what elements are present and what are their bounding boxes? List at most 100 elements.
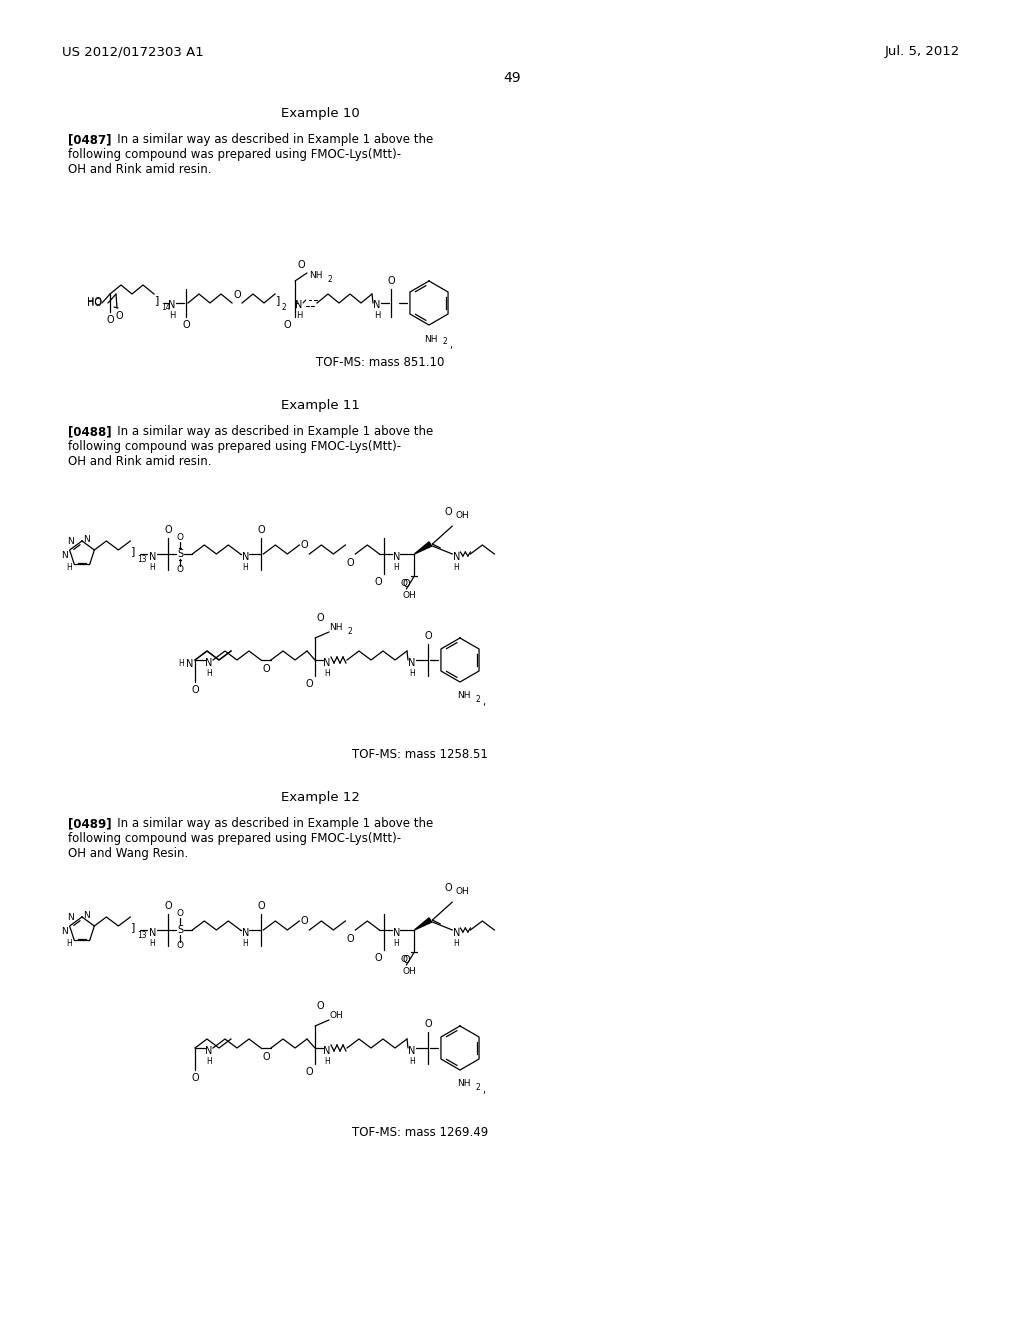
Text: ,: ,: [482, 1085, 485, 1096]
Text: O: O: [191, 685, 199, 696]
Text: N: N: [242, 928, 249, 939]
Text: O: O: [177, 565, 184, 574]
Text: O: O: [262, 664, 269, 675]
Text: N: N: [453, 552, 460, 562]
Text: O: O: [424, 1019, 432, 1030]
Text: US 2012/0172303 A1: US 2012/0172303 A1: [62, 45, 204, 58]
Text: H: H: [325, 1056, 330, 1065]
Text: ]: ]: [131, 546, 136, 556]
Text: NH: NH: [309, 271, 323, 280]
Text: O: O: [305, 678, 312, 689]
Text: TOF-MS: mass 851.10: TOF-MS: mass 851.10: [315, 355, 444, 368]
Text: 2: 2: [282, 304, 287, 313]
Text: Example 11: Example 11: [281, 400, 359, 412]
Text: In a similar way as described in Example 1 above the: In a similar way as described in Example…: [106, 425, 433, 438]
Text: N: N: [392, 928, 400, 939]
Text: [0489]: [0489]: [68, 817, 112, 830]
Text: N: N: [409, 1045, 416, 1056]
Text: OH and Rink amid resin.: OH and Rink amid resin.: [68, 162, 212, 176]
Text: O: O: [165, 525, 172, 535]
Text: O: O: [177, 941, 184, 950]
Text: NH: NH: [329, 623, 342, 632]
Text: O: O: [375, 953, 382, 964]
Text: H: H: [410, 1056, 415, 1065]
Text: following compound was prepared using FMOC-Lys(Mtt)-: following compound was prepared using FM…: [68, 832, 401, 845]
Text: 2: 2: [475, 1082, 480, 1092]
Text: OH and Rink amid resin.: OH and Rink amid resin.: [68, 455, 212, 469]
Text: ]: ]: [276, 294, 281, 305]
Text: S: S: [177, 925, 183, 935]
Text: following compound was prepared using FMOC-Lys(Mtt)-: following compound was prepared using FM…: [68, 440, 401, 453]
Text: O: O: [375, 577, 382, 587]
Text: N: N: [324, 1045, 331, 1056]
Text: N: N: [409, 657, 416, 668]
Text: H: H: [178, 660, 184, 668]
Text: O: O: [233, 290, 241, 300]
Text: O: O: [444, 883, 453, 894]
Text: OH: OH: [402, 968, 416, 977]
Text: H: H: [67, 940, 72, 949]
Text: In a similar way as described in Example 1 above the: In a similar way as described in Example…: [106, 133, 433, 147]
Text: [0488]: [0488]: [68, 425, 112, 438]
Text: N: N: [148, 552, 156, 562]
Text: ]: ]: [131, 921, 136, 932]
Text: HO: HO: [87, 297, 102, 308]
Text: O: O: [316, 612, 324, 623]
Text: OH: OH: [456, 887, 469, 896]
Text: N: N: [148, 928, 156, 939]
Text: O: O: [346, 935, 354, 944]
Text: In a similar way as described in Example 1 above the: In a similar way as described in Example…: [106, 817, 433, 830]
Text: N: N: [295, 300, 303, 310]
Text: O: O: [258, 525, 265, 535]
Text: 2: 2: [442, 338, 447, 346]
Polygon shape: [415, 917, 432, 931]
Text: 2: 2: [475, 694, 480, 704]
Text: H: H: [454, 562, 459, 572]
Text: O: O: [262, 1052, 269, 1063]
Text: N: N: [168, 300, 176, 310]
Text: H: H: [296, 310, 302, 319]
Text: TOF-MS: mass 1258.51: TOF-MS: mass 1258.51: [352, 748, 488, 762]
Text: O: O: [191, 1073, 199, 1082]
Text: H: H: [410, 668, 415, 677]
Text: O: O: [115, 312, 123, 321]
Text: 49: 49: [503, 71, 521, 84]
Text: Jul. 5, 2012: Jul. 5, 2012: [885, 45, 961, 58]
Text: N: N: [324, 657, 331, 668]
Text: 13: 13: [137, 554, 147, 564]
Text: H: H: [67, 564, 72, 573]
Text: N: N: [83, 911, 89, 920]
Text: O: O: [297, 260, 305, 271]
Text: H: H: [374, 310, 380, 319]
Text: H: H: [206, 1056, 212, 1065]
Text: O: O: [305, 1067, 312, 1077]
Text: O: O: [400, 579, 408, 589]
Polygon shape: [415, 543, 432, 554]
Text: O: O: [284, 319, 291, 330]
Text: O: O: [316, 1001, 324, 1011]
Text: Example 10: Example 10: [281, 107, 359, 120]
Text: O: O: [346, 558, 354, 568]
Text: NH: NH: [458, 692, 471, 701]
Text: ,: ,: [450, 341, 453, 350]
Text: O: O: [301, 540, 308, 550]
Text: N: N: [374, 300, 381, 310]
Text: OH: OH: [329, 1011, 343, 1020]
Text: O: O: [177, 533, 184, 543]
Text: O: O: [400, 956, 408, 965]
Text: H: H: [325, 668, 330, 677]
Text: N: N: [83, 535, 89, 544]
Text: N: N: [60, 552, 68, 561]
Text: H: H: [243, 939, 248, 948]
Text: TOF-MS: mass 1269.49: TOF-MS: mass 1269.49: [352, 1126, 488, 1139]
Text: N: N: [186, 659, 194, 669]
Text: O: O: [177, 909, 184, 919]
Text: 2: 2: [327, 275, 332, 284]
Text: N: N: [242, 552, 249, 562]
Text: ,: ,: [482, 697, 485, 708]
Text: H: H: [393, 939, 399, 948]
Text: N: N: [392, 552, 400, 562]
Text: N: N: [60, 928, 68, 936]
Text: O: O: [106, 315, 114, 325]
Text: OH and Wang Resin.: OH and Wang Resin.: [68, 847, 188, 861]
